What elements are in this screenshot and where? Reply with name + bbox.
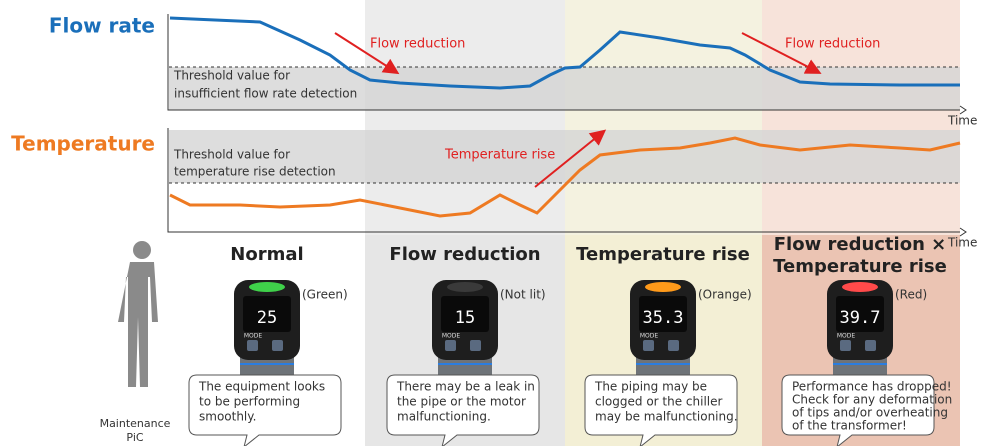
annotation: Flow reduction bbox=[785, 37, 880, 52]
display-value: 25 bbox=[257, 308, 277, 328]
infographic: Flow rate Threshold value for insufficie… bbox=[0, 0, 993, 446]
message: of tips and/or overheating bbox=[792, 406, 948, 420]
column-title: Normal bbox=[230, 244, 303, 265]
button bbox=[668, 340, 679, 351]
message: may be malfunctioning. bbox=[595, 410, 738, 424]
light-label: (Orange) bbox=[698, 288, 752, 302]
mode-label: MODE bbox=[244, 333, 263, 340]
column-title: Temperature rise bbox=[576, 244, 750, 265]
mode-label: MODE bbox=[442, 333, 461, 340]
message: smoothly. bbox=[199, 410, 256, 424]
band bbox=[565, 0, 762, 235]
band bbox=[762, 0, 960, 235]
threshold-label: Threshold value for bbox=[173, 148, 290, 162]
button bbox=[840, 340, 851, 351]
annotation: Temperature rise bbox=[444, 148, 555, 163]
annotation: Flow reduction bbox=[370, 37, 465, 52]
status-light bbox=[249, 282, 285, 292]
message: Check for any deformation bbox=[792, 393, 952, 407]
button bbox=[445, 340, 456, 351]
mode-label: MODE bbox=[640, 333, 659, 340]
message: The piping may be bbox=[594, 380, 707, 394]
button bbox=[643, 340, 654, 351]
button bbox=[470, 340, 481, 351]
light-label: (Not lit) bbox=[500, 288, 546, 302]
axis-label: Time bbox=[947, 236, 977, 250]
chart-title: Flow rate bbox=[49, 14, 155, 38]
message: The equipment looks bbox=[198, 380, 325, 394]
status-light bbox=[447, 282, 483, 292]
threshold-label: insufficient flow rate detection bbox=[174, 87, 357, 101]
message: to be performing bbox=[199, 395, 300, 409]
button bbox=[272, 340, 283, 351]
column-title: Flow reduction × bbox=[774, 234, 947, 255]
person-icon bbox=[118, 241, 158, 387]
display-value: 15 bbox=[455, 308, 475, 328]
threshold-label: Threshold value for bbox=[173, 69, 290, 83]
message: Performance has dropped! bbox=[792, 380, 952, 394]
band bbox=[365, 0, 565, 235]
message: clogged or the chiller bbox=[595, 395, 723, 409]
person-label: PiC bbox=[126, 431, 143, 444]
button bbox=[247, 340, 258, 351]
column-title: Temperature rise bbox=[773, 256, 947, 277]
message: the pipe or the motor bbox=[397, 395, 526, 409]
chart-title: Temperature bbox=[11, 132, 155, 156]
column-title: Flow reduction bbox=[389, 244, 540, 265]
display-value: 35.3 bbox=[643, 308, 684, 328]
threshold-label: temperature rise detection bbox=[174, 165, 336, 179]
status-light bbox=[842, 282, 878, 292]
mode-label: MODE bbox=[837, 333, 856, 340]
person-label: Maintenance bbox=[100, 417, 171, 430]
message: malfunctioning. bbox=[397, 410, 491, 424]
light-label: (Green) bbox=[302, 288, 348, 302]
message: of the transformer! bbox=[792, 419, 907, 433]
display-value: 39.7 bbox=[840, 308, 881, 328]
status-light bbox=[645, 282, 681, 292]
light-label: (Red) bbox=[895, 288, 927, 302]
axis-label: Time bbox=[947, 114, 977, 128]
message: There may be a leak in bbox=[396, 380, 535, 394]
button bbox=[865, 340, 876, 351]
